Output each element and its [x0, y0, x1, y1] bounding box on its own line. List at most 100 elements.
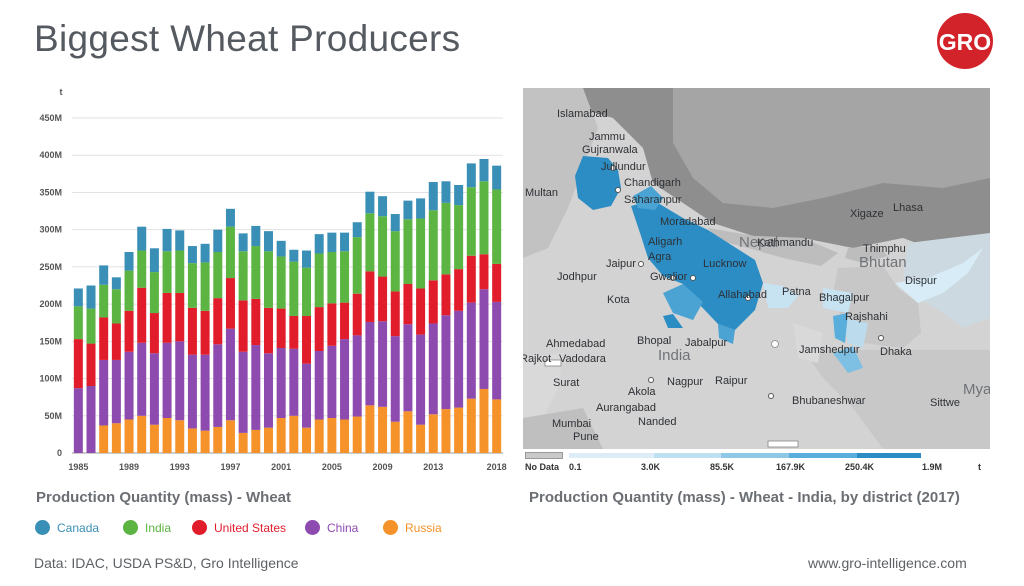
bar-segment-india-2008[interactable]: [365, 213, 375, 272]
bar-segment-canada-2007[interactable]: [352, 222, 362, 238]
bar-segment-china-2001[interactable]: [276, 348, 286, 419]
bar-segment-china-1996[interactable]: [213, 344, 223, 427]
bar-segment-china-2014[interactable]: [441, 315, 451, 410]
bar-segment-china-2007[interactable]: [352, 335, 362, 417]
bar-segment-united-states-2011[interactable]: [403, 284, 413, 325]
bar-segment-russia-2010[interactable]: [390, 421, 400, 453]
bar-segment-united-states-2010[interactable]: [390, 291, 400, 337]
india-district-map[interactable]: Islamabad Jammu Gujranwala Jullundur Cha…: [523, 88, 990, 449]
bar-segment-india-2006[interactable]: [340, 251, 350, 303]
bar-segment-russia-1987[interactable]: [99, 425, 109, 453]
bar-segment-china-1990[interactable]: [137, 342, 147, 416]
bar-segment-russia-1998[interactable]: [238, 432, 248, 453]
bar-segment-united-states-1996[interactable]: [213, 298, 223, 345]
bar-segment-india-1987[interactable]: [99, 284, 109, 318]
bar-segment-canada-2015[interactable]: [454, 185, 464, 206]
bar-segment-united-states-1993[interactable]: [175, 292, 185, 342]
bar-segment-united-states-2003[interactable]: [302, 316, 312, 364]
bar-segment-russia-2015[interactable]: [454, 407, 464, 453]
bar-segment-russia-1990[interactable]: [137, 415, 147, 453]
bar-segment-india-1992[interactable]: [162, 251, 172, 293]
bar-segment-russia-2014[interactable]: [441, 409, 451, 453]
bar-segment-russia-2011[interactable]: [403, 411, 413, 453]
bar-segment-china-1989[interactable]: [124, 351, 134, 420]
bar-segment-india-2018[interactable]: [492, 189, 502, 264]
bar-segment-india-2010[interactable]: [390, 231, 400, 292]
bar-segment-canada-1985[interactable]: [73, 288, 83, 307]
website-link[interactable]: www.gro-intelligence.com: [808, 555, 967, 571]
bar-segment-india-2003[interactable]: [302, 267, 312, 317]
bar-segment-china-1987[interactable]: [99, 359, 109, 426]
bar-segment-india-1996[interactable]: [213, 252, 223, 299]
bar-segment-india-2012[interactable]: [416, 218, 426, 289]
bar-segment-russia-2013[interactable]: [428, 414, 438, 453]
bar-segment-china-2005[interactable]: [327, 345, 337, 419]
bar-segment-united-states-2008[interactable]: [365, 271, 375, 322]
bar-segment-russia-2003[interactable]: [302, 427, 312, 453]
bar-segment-china-2017[interactable]: [479, 289, 489, 389]
bar-segment-china-1993[interactable]: [175, 341, 185, 421]
bar-segment-india-1997[interactable]: [225, 226, 235, 279]
bar-segment-china-2002[interactable]: [289, 348, 299, 416]
bar-segment-india-1986[interactable]: [86, 308, 96, 344]
bar-segment-united-states-2013[interactable]: [428, 280, 438, 324]
bar-segment-india-2000[interactable]: [263, 251, 273, 308]
bar-segment-united-states-1988[interactable]: [111, 323, 121, 360]
bar-segment-india-1990[interactable]: [137, 250, 147, 288]
bar-segment-canada-2006[interactable]: [340, 232, 350, 252]
bar-segment-india-2007[interactable]: [352, 237, 362, 294]
bar-segment-china-2018[interactable]: [492, 301, 502, 400]
bar-segment-united-states-2002[interactable]: [289, 316, 299, 349]
bar-segment-russia-2006[interactable]: [340, 419, 350, 454]
bar-segment-china-1994[interactable]: [187, 354, 197, 429]
bar-segment-united-states-1992[interactable]: [162, 292, 172, 343]
bar-segment-russia-2004[interactable]: [314, 419, 324, 454]
bar-segment-russia-1995[interactable]: [200, 430, 210, 453]
bar-segment-canada-2013[interactable]: [428, 182, 438, 211]
bar-segment-canada-2001[interactable]: [276, 240, 286, 257]
bar-segment-united-states-1991[interactable]: [149, 313, 159, 354]
bar-segment-china-2016[interactable]: [466, 302, 476, 399]
bar-segment-russia-2000[interactable]: [263, 427, 273, 453]
bar-segment-russia-2018[interactable]: [492, 399, 502, 453]
bar-segment-india-1988[interactable]: [111, 289, 121, 324]
bar-segment-china-2011[interactable]: [403, 324, 413, 412]
bar-segment-china-1992[interactable]: [162, 342, 172, 419]
bar-segment-india-1994[interactable]: [187, 263, 197, 308]
bar-segment-united-states-2006[interactable]: [340, 302, 350, 340]
bar-segment-united-states-2004[interactable]: [314, 307, 324, 352]
bar-segment-united-states-2001[interactable]: [276, 308, 286, 349]
bar-segment-india-2001[interactable]: [276, 256, 286, 309]
bar-segment-united-states-2007[interactable]: [352, 293, 362, 336]
bar-segment-russia-1988[interactable]: [111, 423, 121, 453]
bar-segment-united-states-2000[interactable]: [263, 307, 273, 354]
bar-segment-united-states-2014[interactable]: [441, 274, 451, 316]
bar-segment-india-2005[interactable]: [327, 252, 337, 304]
bar-segment-india-1985[interactable]: [73, 306, 83, 340]
bar-segment-united-states-2009[interactable]: [378, 276, 388, 322]
bar-segment-canada-2014[interactable]: [441, 181, 451, 203]
bar-segment-united-states-2016[interactable]: [466, 255, 476, 303]
bar-segment-russia-1997[interactable]: [225, 420, 235, 453]
bar-segment-canada-2009[interactable]: [378, 196, 388, 217]
bar-segment-india-1991[interactable]: [149, 272, 159, 314]
bar-segment-canada-2016[interactable]: [466, 163, 476, 188]
bar-segment-united-states-2012[interactable]: [416, 288, 426, 335]
bar-segment-canada-1989[interactable]: [124, 252, 134, 271]
bar-segment-russia-2016[interactable]: [466, 398, 476, 453]
bar-segment-canada-2012[interactable]: [416, 198, 426, 219]
bar-segment-russia-2009[interactable]: [378, 406, 388, 453]
bar-segment-united-states-1990[interactable]: [137, 287, 147, 343]
bar-segment-russia-1989[interactable]: [124, 419, 134, 454]
bar-segment-canada-2008[interactable]: [365, 191, 375, 214]
bar-segment-china-1995[interactable]: [200, 354, 210, 431]
bar-segment-russia-2012[interactable]: [416, 424, 426, 453]
bar-segment-canada-2011[interactable]: [403, 200, 413, 220]
bar-segment-united-states-1994[interactable]: [187, 307, 197, 355]
bar-segment-russia-2005[interactable]: [327, 418, 337, 453]
bar-segment-china-1998[interactable]: [238, 351, 248, 433]
bar-segment-united-states-2005[interactable]: [327, 303, 337, 346]
bar-segment-united-states-1987[interactable]: [99, 317, 109, 360]
bar-segment-china-2006[interactable]: [340, 339, 350, 420]
bar-segment-china-2015[interactable]: [454, 310, 464, 408]
